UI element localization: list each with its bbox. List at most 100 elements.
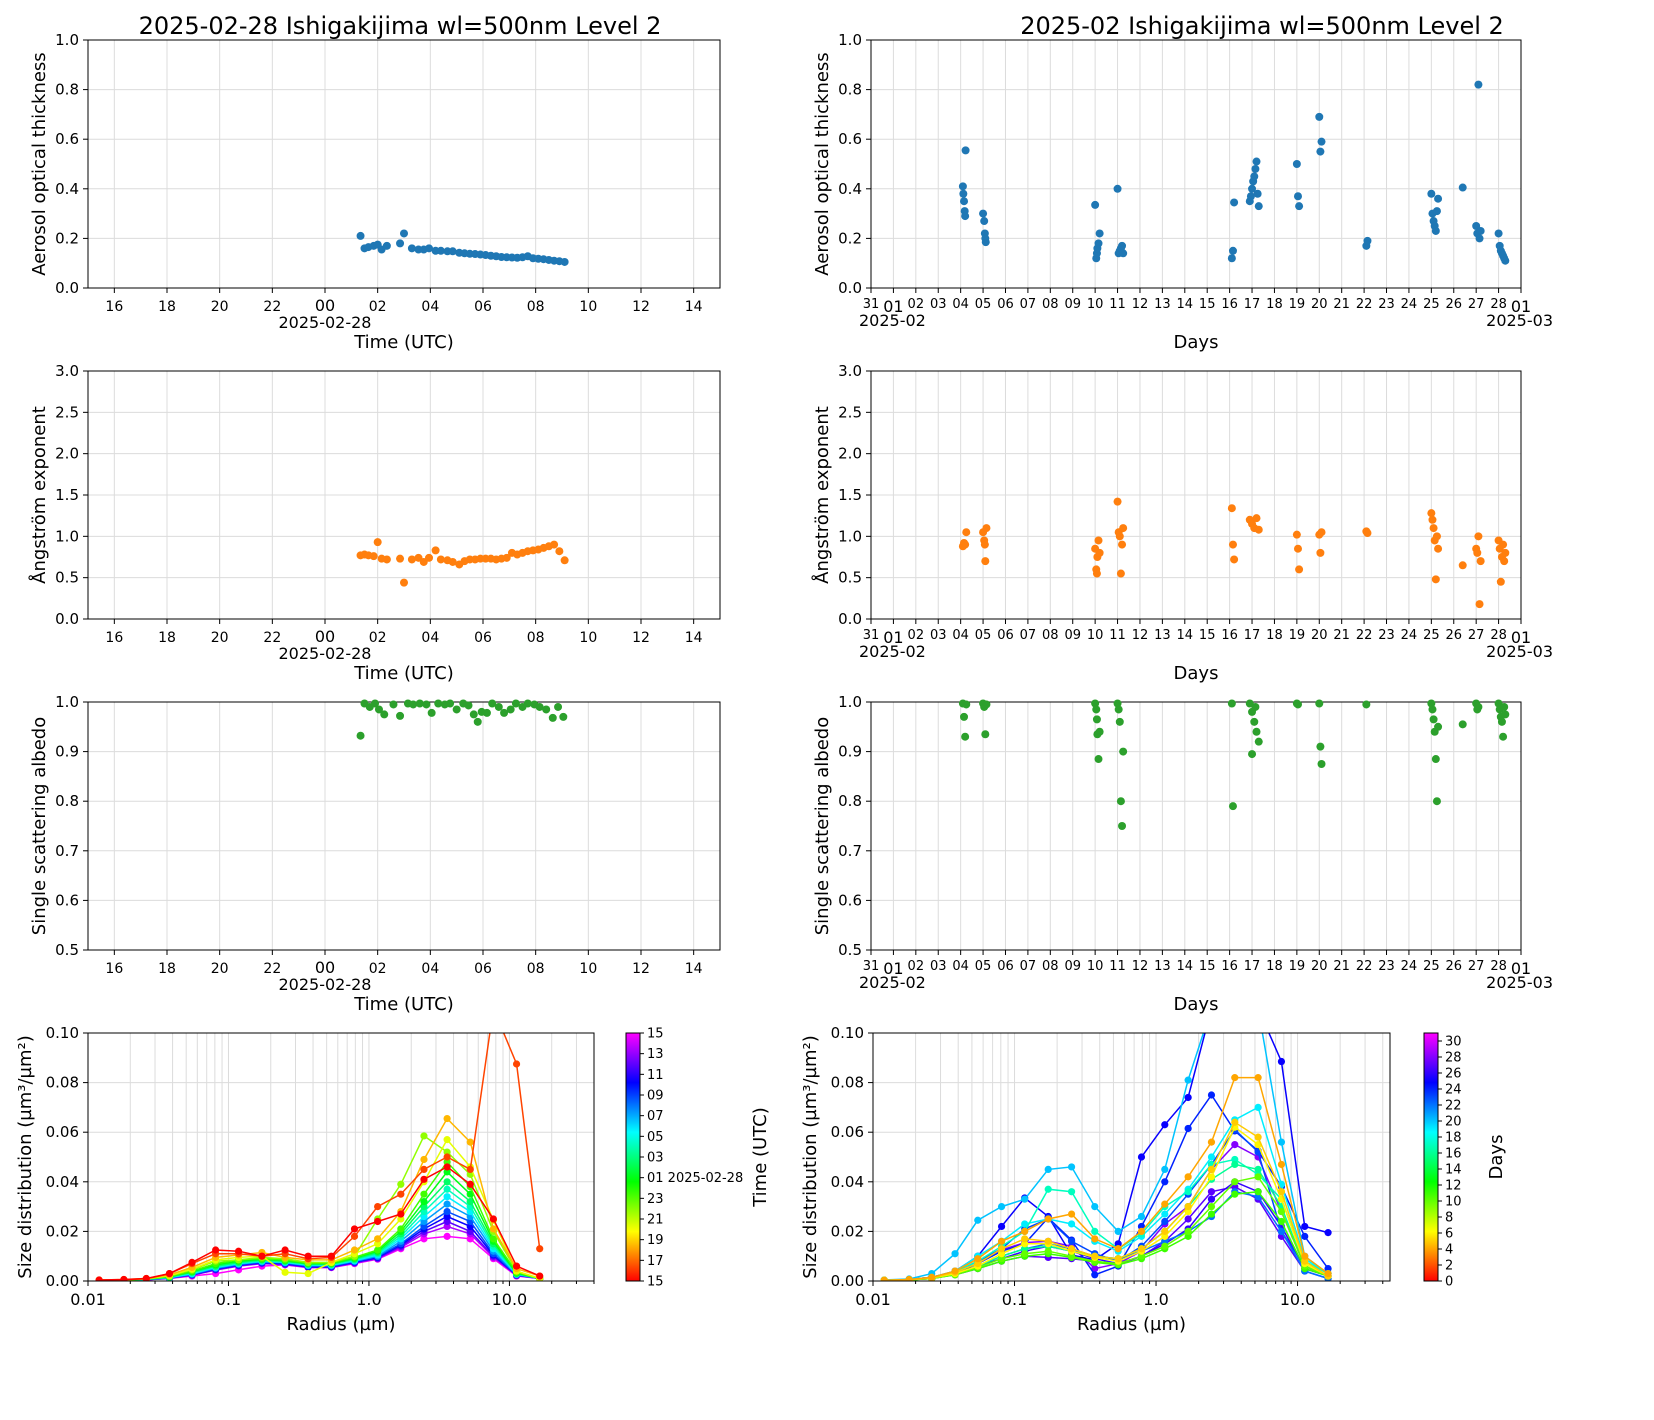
series-point xyxy=(443,1207,451,1216)
data-point xyxy=(1476,226,1485,235)
series-point xyxy=(1207,1138,1216,1146)
colorbar-tick-label: 30 xyxy=(1445,1035,1462,1050)
data-point xyxy=(1113,699,1122,708)
series-point xyxy=(1301,1222,1309,1231)
series-line xyxy=(884,1106,1329,1281)
series-point xyxy=(1301,1257,1309,1265)
x-axis-label: Days xyxy=(1174,994,1219,1015)
series-point xyxy=(512,1262,521,1270)
y-tick-label: 0.8 xyxy=(55,81,79,99)
data-point xyxy=(1316,548,1325,557)
series-point xyxy=(466,1180,474,1188)
data-point xyxy=(1228,246,1237,255)
data-point xyxy=(1293,700,1302,709)
x-date-end: 2025-03 xyxy=(1486,311,1553,330)
series-point xyxy=(1231,1118,1239,1126)
data-point xyxy=(961,732,970,741)
series-point xyxy=(1137,1245,1146,1253)
data-point xyxy=(1118,241,1127,250)
data-point xyxy=(1292,160,1301,168)
data-point xyxy=(550,540,559,549)
y-tick-label: 2.5 xyxy=(55,403,79,421)
y-tick-label: 0.08 xyxy=(46,1074,79,1092)
data-point xyxy=(1316,147,1325,156)
panel-right-4 xyxy=(866,370,1522,624)
colorbar-tick-label: 19 xyxy=(647,1233,664,1248)
series-group xyxy=(880,1005,1332,1281)
colorbar-tick-label: 07 xyxy=(647,1109,664,1124)
data-point xyxy=(1458,183,1467,192)
x-tick-label: 20 xyxy=(1311,628,1328,643)
series-group xyxy=(95,1033,544,1281)
x-tick-label: 15 xyxy=(1199,628,1216,643)
series-point xyxy=(1184,1173,1192,1181)
x-tick-label: 04 xyxy=(421,961,439,977)
data-point xyxy=(1315,699,1324,708)
series-point xyxy=(1231,1005,1238,1012)
data-point xyxy=(400,229,408,238)
data-point xyxy=(959,189,968,198)
series-point xyxy=(420,1212,428,1221)
data-point xyxy=(1094,239,1103,248)
data-point xyxy=(431,546,440,555)
y-tick-label: 2.5 xyxy=(838,403,862,421)
y-tick-label: 0.04 xyxy=(46,1173,79,1191)
series-point xyxy=(1021,1220,1029,1228)
data-point xyxy=(494,702,503,711)
data-point xyxy=(1116,569,1125,578)
series-point xyxy=(1207,1153,1216,1161)
data-point xyxy=(396,239,405,248)
x-date-start: 2025-02 xyxy=(859,973,926,992)
x-tick-label: 02 xyxy=(908,628,925,643)
x-tick-label: 03 xyxy=(930,628,947,643)
x-tick-label: 10 xyxy=(1087,628,1104,643)
y-tick-label: 0.9 xyxy=(838,743,862,761)
series-point xyxy=(374,1217,382,1226)
data-point xyxy=(1252,727,1261,736)
axes-frame xyxy=(87,370,721,620)
data-point xyxy=(1432,797,1441,806)
series-point xyxy=(1067,1245,1076,1253)
series-point xyxy=(1255,1005,1262,1012)
y-tick-label: 0.5 xyxy=(55,941,79,959)
y-axis-label: Size distribution (µm³/µm²) xyxy=(15,1035,36,1278)
x-tick-label: 06 xyxy=(997,628,1014,643)
colorbar-tick-label: 10 xyxy=(1445,1195,1462,1210)
panel-left-0 xyxy=(83,39,721,293)
data-point xyxy=(1499,732,1508,741)
data-point xyxy=(1251,164,1260,173)
series-point xyxy=(1044,1185,1052,1193)
series-point xyxy=(1255,1005,1262,1012)
x-tick-label: 04 xyxy=(952,297,969,312)
data-point xyxy=(554,702,563,711)
data-point xyxy=(960,197,969,206)
colorbar-tick-label: 01 2025-02-28 xyxy=(647,1171,743,1186)
x-axis-label: Time (UTC) xyxy=(353,994,454,1015)
data-point xyxy=(1119,747,1128,756)
data-point xyxy=(464,701,473,710)
series-point xyxy=(120,1275,128,1281)
data-point xyxy=(1458,720,1467,729)
colorbar-tick-label: 05 xyxy=(647,1130,664,1145)
colorbar-tick-label: 2 xyxy=(1445,1259,1453,1274)
data-point xyxy=(1252,514,1261,523)
data-point xyxy=(482,708,491,717)
data-point xyxy=(1228,802,1237,811)
x-tick-label: 24 xyxy=(1401,297,1418,312)
series-point xyxy=(1161,1121,1169,1129)
x-tick-label: 13 xyxy=(1154,628,1171,643)
x-tick-label: 19 xyxy=(1289,959,1306,974)
series-point xyxy=(1067,1188,1076,1196)
x-tick-label: 21 xyxy=(1333,959,1350,974)
data-point xyxy=(373,538,382,547)
y-tick-label: 0.6 xyxy=(838,130,862,148)
x-tick-label: 0.1 xyxy=(216,1290,241,1309)
series-point xyxy=(397,1215,405,1223)
y-axis-label: Single scattering albedo xyxy=(812,717,833,935)
series-line xyxy=(99,1166,540,1281)
x-tick-label: 13 xyxy=(1154,959,1171,974)
x-date-label: 2025-02-28 xyxy=(279,644,372,663)
series-point xyxy=(1067,1252,1076,1260)
series-point xyxy=(1114,1227,1122,1235)
series-point xyxy=(443,1158,451,1166)
